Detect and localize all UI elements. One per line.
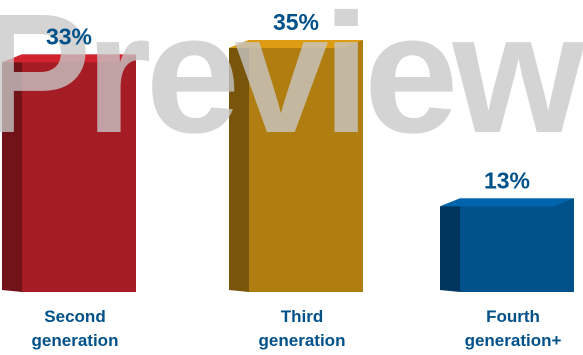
category-label-line: generation+ <box>465 331 562 350</box>
value-labels-layer: 33% 35% 13% <box>46 9 530 193</box>
bar-side-face <box>229 40 249 292</box>
category-label-line: Second <box>44 307 105 326</box>
value-label-1: 33% <box>46 23 92 49</box>
value-label-2: 35% <box>273 9 319 35</box>
category-label-3: Fourth generation+ <box>465 307 562 350</box>
bar-top-face <box>440 198 574 207</box>
category-label-line: Third <box>281 307 324 326</box>
bar-3 <box>440 198 574 292</box>
category-label-line: generation <box>32 331 119 350</box>
category-label-line: generation <box>259 331 346 350</box>
bar-2 <box>229 40 363 292</box>
value-label-3: 13% <box>484 167 530 193</box>
bar-front-face <box>22 54 136 293</box>
bar-side-face <box>2 54 22 293</box>
category-label-2: Third generation <box>259 307 346 350</box>
bar-front-face <box>460 198 574 292</box>
bar-top-face <box>229 40 363 48</box>
bar-front-face <box>249 40 363 292</box>
bars-layer <box>2 40 574 293</box>
category-labels-layer: Second generation Third generation Fourth gen… <box>32 307 562 350</box>
bar-top-face <box>2 54 136 63</box>
category-label-line: Fourth <box>486 307 540 326</box>
category-label-1: Second generation <box>32 307 119 350</box>
watermark-text: Preview <box>0 0 583 169</box>
bar-1 <box>2 54 136 293</box>
bar-side-face <box>440 198 460 292</box>
watermark: Preview <box>0 0 583 169</box>
